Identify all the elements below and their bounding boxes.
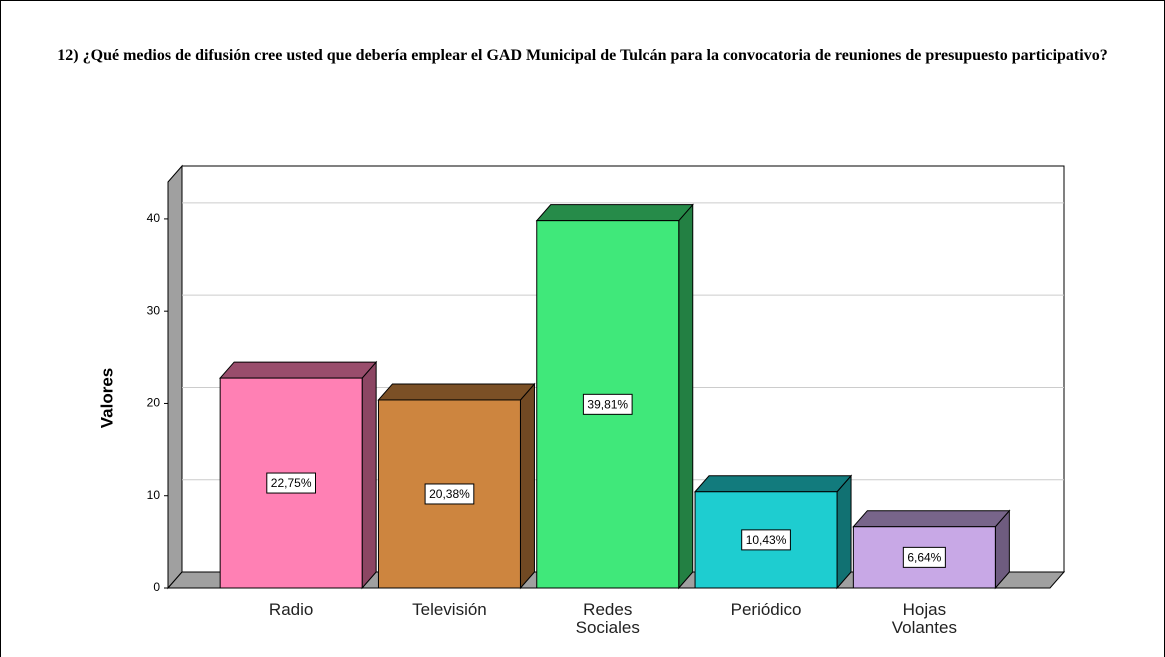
value-label: 20,38%: [429, 487, 470, 501]
y-tick-label: 40: [147, 211, 161, 225]
x-tick-label: Radio: [268, 600, 314, 619]
bar-side: [836, 474, 852, 590]
bar-side: [361, 360, 377, 590]
value-label: 6,64%: [907, 551, 941, 565]
y-tick-label: 0: [153, 580, 160, 594]
bar: [219, 360, 378, 590]
x-tick-label: Periódico: [730, 600, 802, 619]
y-tick-label: 30: [147, 303, 161, 317]
x-tick-label: Redes Sociales: [575, 600, 640, 637]
value-label: 10,43%: [746, 533, 787, 547]
value-label: 39,81%: [587, 398, 628, 412]
y-tick-label: 10: [147, 488, 161, 502]
left-wall: [167, 164, 183, 590]
bar-front: [219, 377, 363, 589]
y-tick-label: 20: [147, 396, 161, 410]
value-label-box: [266, 472, 317, 494]
bar-top: [535, 204, 694, 222]
bar-top: [693, 475, 853, 493]
chart-title: 12) ¿Qué medios de difusión cree usted q…: [57, 47, 1108, 64]
bar-side: [678, 203, 694, 590]
value-label-box: [582, 393, 633, 415]
bar-top: [852, 510, 1011, 528]
value-label: 22,75%: [271, 476, 312, 490]
y-axis-label: Valores: [97, 368, 116, 429]
x-tick-label: Televisión: [412, 600, 487, 619]
value-label-box: [424, 483, 475, 505]
x-tick-label: Hojas Volantes: [891, 600, 957, 637]
bar-side: [519, 382, 535, 590]
bar-top: [377, 383, 536, 401]
value-label-box: [902, 546, 946, 568]
value-label-box: [741, 529, 791, 551]
bar-top: [219, 361, 378, 379]
